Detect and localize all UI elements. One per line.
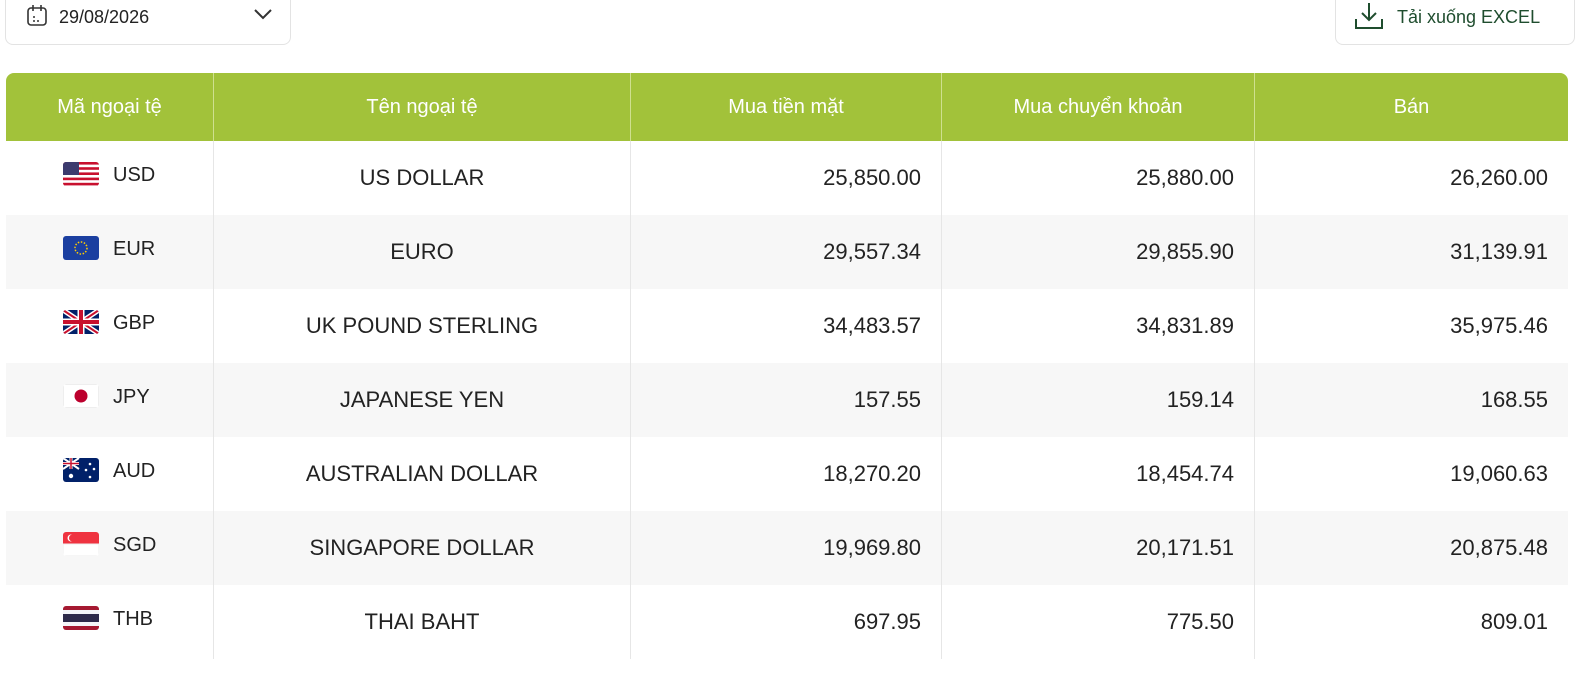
rate-value: 20,171.51 [1136,535,1234,560]
table-cell: 775.50 [942,585,1255,659]
calendar-icon [27,5,47,26]
rate-value: 31,139.91 [1450,239,1548,264]
table-row: EUR EURO 29,557.34 29,855.90 31,139.91 [6,215,1568,289]
chevron-down [254,9,272,20]
table-cell: EURO [214,215,631,289]
table-cell: 168.55 [1255,363,1568,437]
table-cell: AUSTRALIAN DOLLAR [214,437,631,511]
table-cell: 157.55 [631,363,942,437]
flag [63,532,99,556]
flag [63,458,99,482]
flag [63,236,99,260]
rate-value: 26,260.00 [1450,165,1548,190]
table-cell: 29,855.90 [942,215,1255,289]
table-cell: AUD [6,437,214,511]
table-cell: 34,831.89 [942,289,1255,363]
rate-value: 35,975.46 [1450,313,1548,338]
rate-value: 18,454.74 [1136,461,1234,486]
table-cell: 26,260.00 [1255,141,1568,215]
table-row: AUD AUSTRALIAN DOLLAR 18,270.20 18,454.74 19… [6,437,1568,511]
table-cell: 20,171.51 [942,511,1255,585]
download-icon [1355,3,1383,29]
table-cell: 19,969.80 [631,511,942,585]
flag [63,384,99,408]
rate-value: 29,855.90 [1136,239,1234,264]
rate-value: 20,875.48 [1450,535,1548,560]
header-cell: Bán [1255,73,1568,141]
currency-code: THB [113,608,153,630]
table-cell: US DOLLAR [214,141,631,215]
table-cell: 29,557.34 [631,215,942,289]
currency-code: SGD [113,534,157,556]
currency-name: AUSTRALIAN DOLLAR [305,461,539,486]
rate-value: 29,557.34 [823,239,921,264]
rate-value: 168.55 [1480,387,1548,412]
rate-value: 34,831.89 [1136,313,1234,338]
table-cell: 25,850.00 [631,141,942,215]
table-cell: 20,875.48 [1255,511,1568,585]
header-cell: Tên ngoại tệ [214,73,631,141]
table-cell: JPY [6,363,214,437]
header-cell: Mã ngoại tệ [6,73,214,141]
table-row: JPY JAPANESE YEN 157.55 159.14 168.55 [6,363,1568,437]
header-cell: Mua tiền mặt [631,73,942,141]
table-cell: 18,454.74 [942,437,1255,511]
table-cell: SGD [6,511,214,585]
currency-name: THAI BAHT [364,609,480,634]
table-cell: JAPANESE YEN [214,363,631,437]
rate-value: 159.14 [1166,387,1234,412]
table-cell: 697.95 [631,585,942,659]
rate-value: 19,060.63 [1450,461,1548,486]
table-cell: 25,880.00 [942,141,1255,215]
table-row: THB THAI BAHT 697.95 775.50 809.01 [6,585,1568,659]
rate-value: 18,270.20 [823,461,921,486]
rate-value: 25,850.00 [823,165,921,190]
download-label: Tải xuống EXCEL [1397,7,1541,27]
flag [63,162,99,186]
table-cell: THAI BAHT [214,585,631,659]
table-cell: USD [6,141,214,215]
rate-value: 697.95 [853,609,921,634]
table-cell: 159.14 [942,363,1255,437]
flag [63,606,99,630]
table-cell: 19,060.63 [1255,437,1568,511]
currency-code: GBP [113,312,156,334]
flag [63,310,99,334]
rate-value: 775.50 [1166,609,1234,634]
table-row: USD US DOLLAR 25,850.00 25,880.00 26,260.00 [6,141,1568,215]
currency-code: JPY [113,386,150,408]
download-button[interactable]: Tải xuống EXCEL [1335,0,1575,45]
rate-value: 157.55 [853,387,921,412]
table-cell: 809.01 [1255,585,1568,659]
page: 29/08/2026 Tải xuống EXCEL Mã ngoại tệ Tê… [5,0,1575,659]
table-cell: GBP [6,289,214,363]
date-picker[interactable]: 29/08/2026 [5,0,291,45]
date-value: 29/08/2026 [59,7,150,27]
rate-table: Mã ngoại tệ Tên ngoại tệ Mua tiền mặt Mua c… [6,73,1568,673]
table-cell: 35,975.46 [1255,289,1568,363]
table-row: GBP UK POUND STERLING 34,483.57 34,831.89 35… [6,289,1568,363]
table-cell: 31,139.91 [1255,215,1568,289]
currency-code: USD [113,164,156,186]
rate-value: 25,880.00 [1136,165,1234,190]
header-cell: Mua chuyển khoản [942,73,1255,141]
currency-code: EUR [113,238,156,260]
rate-value: 809.01 [1480,609,1548,634]
table-cell: UK POUND STERLING [214,289,631,363]
rate-value: 19,969.80 [823,535,921,560]
currency-name: EURO [390,239,454,264]
table-cell: THB [6,585,214,659]
table-cell: EUR [6,215,214,289]
table-row: SGD SINGAPORE DOLLAR 19,969.80 20,171.51 20,… [6,511,1568,585]
table-cell: 18,270.20 [631,437,942,511]
table-cell: SINGAPORE DOLLAR [214,511,631,585]
rate-value: 34,483.57 [823,313,921,338]
currency-name: JAPANESE YEN [339,387,505,412]
currency-name: UK POUND STERLING [305,313,539,338]
currency-name: SINGAPORE DOLLAR [309,535,535,560]
currency-code: AUD [113,460,156,482]
currency-name: US DOLLAR [359,165,485,190]
table-cell: 34,483.57 [631,289,942,363]
